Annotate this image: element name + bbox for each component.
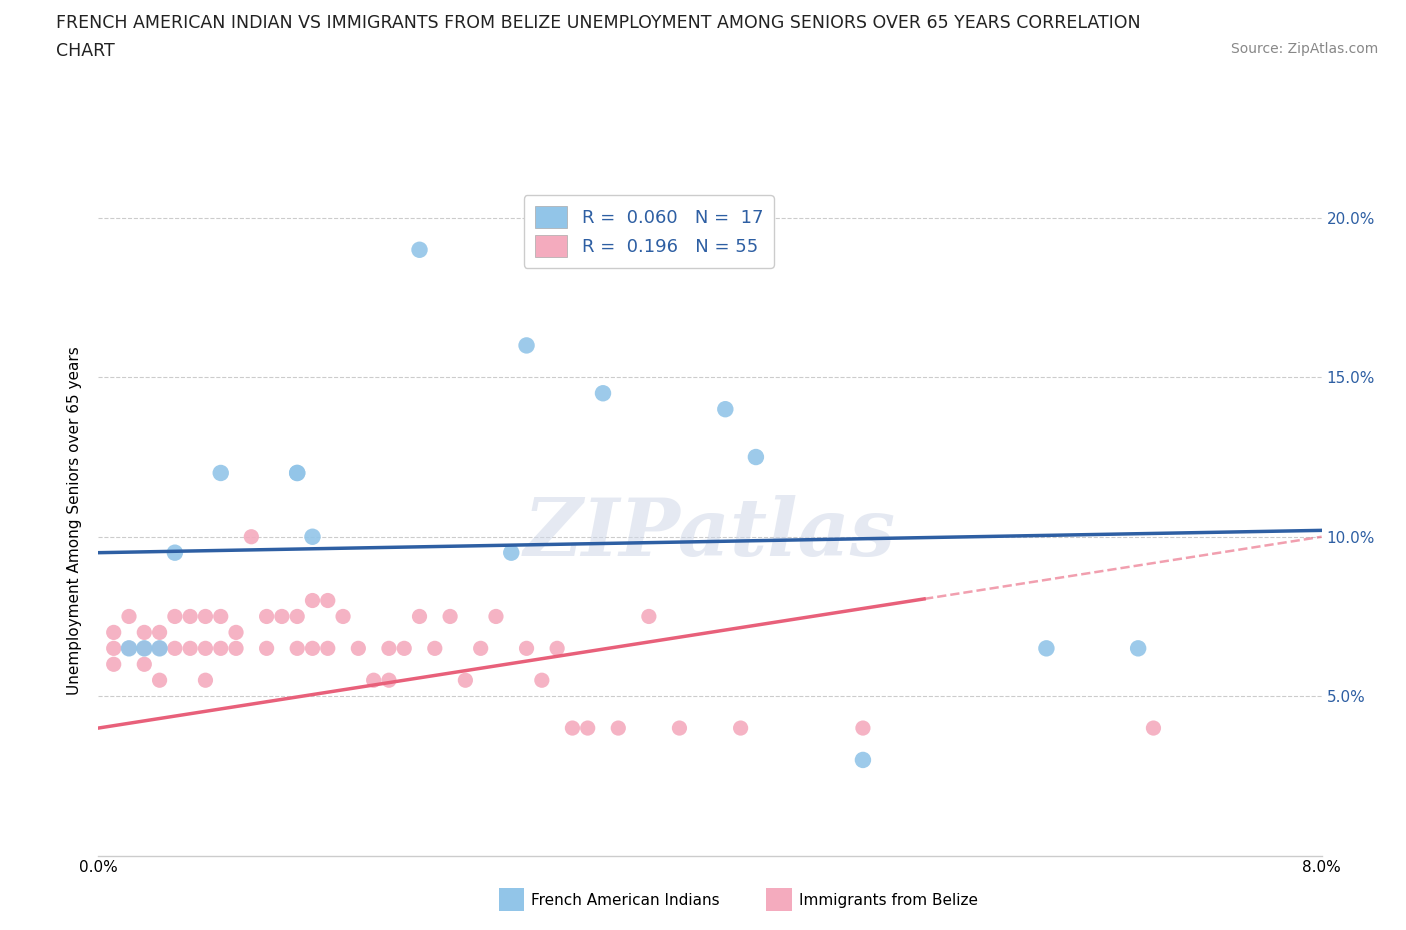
Point xyxy=(363,672,385,687)
Point xyxy=(209,609,232,624)
Point xyxy=(118,609,141,624)
Point xyxy=(134,641,156,656)
Y-axis label: Unemployment Among Seniors over 65 years: Unemployment Among Seniors over 65 years xyxy=(67,347,83,696)
Point xyxy=(149,625,172,640)
Point xyxy=(163,641,186,656)
Point xyxy=(501,545,523,560)
Point xyxy=(439,609,461,624)
Point xyxy=(163,609,186,624)
Point xyxy=(118,641,141,656)
Point xyxy=(852,752,875,767)
Point xyxy=(1142,721,1164,736)
Point xyxy=(561,721,583,736)
Point xyxy=(301,529,323,544)
Point xyxy=(179,641,201,656)
Point xyxy=(378,641,401,656)
Point xyxy=(546,641,568,656)
Point xyxy=(225,625,247,640)
Point xyxy=(592,386,614,401)
Point xyxy=(163,545,186,560)
Point xyxy=(530,672,553,687)
Point xyxy=(256,609,278,624)
Point xyxy=(332,609,354,624)
Point xyxy=(103,641,125,656)
Point xyxy=(423,641,446,656)
Point xyxy=(149,641,172,656)
Point xyxy=(745,449,768,464)
Point xyxy=(149,641,172,656)
Point xyxy=(516,338,538,352)
Text: ZIPatlas: ZIPatlas xyxy=(524,496,896,573)
Point xyxy=(576,721,599,736)
Point xyxy=(118,641,141,656)
Point xyxy=(316,593,339,608)
Point xyxy=(270,609,294,624)
Point xyxy=(1128,641,1150,656)
Text: FRENCH AMERICAN INDIAN VS IMMIGRANTS FROM BELIZE UNEMPLOYMENT AMONG SENIORS OVER: FRENCH AMERICAN INDIAN VS IMMIGRANTS FRO… xyxy=(56,14,1140,32)
Point xyxy=(285,466,308,481)
Point xyxy=(301,641,323,656)
Point xyxy=(454,672,477,687)
Point xyxy=(714,402,737,417)
Point xyxy=(1035,641,1057,656)
Point xyxy=(285,466,308,481)
Point xyxy=(103,657,125,671)
Point xyxy=(637,609,661,624)
Legend: R =  0.060   N =  17, R =  0.196   N = 55: R = 0.060 N = 17, R = 0.196 N = 55 xyxy=(524,195,773,268)
Point xyxy=(378,672,401,687)
Point xyxy=(607,721,630,736)
Point xyxy=(209,641,232,656)
Point xyxy=(852,721,875,736)
Point xyxy=(134,625,156,640)
Point xyxy=(347,641,370,656)
Point xyxy=(285,609,308,624)
Text: Source: ZipAtlas.com: Source: ZipAtlas.com xyxy=(1230,42,1378,56)
Point xyxy=(285,641,308,656)
Point xyxy=(485,609,508,624)
Point xyxy=(194,641,217,656)
Text: Immigrants from Belize: Immigrants from Belize xyxy=(799,893,977,908)
Point xyxy=(470,641,492,656)
Text: French American Indians: French American Indians xyxy=(531,893,720,908)
Point xyxy=(194,672,217,687)
Point xyxy=(134,641,156,656)
Point xyxy=(256,641,278,656)
Point xyxy=(194,609,217,624)
Point xyxy=(316,641,339,656)
Point xyxy=(408,243,430,258)
Point xyxy=(149,672,172,687)
Text: CHART: CHART xyxy=(56,42,115,60)
Point xyxy=(225,641,247,656)
Point xyxy=(730,721,752,736)
Point xyxy=(668,721,690,736)
Point xyxy=(516,641,538,656)
Point xyxy=(392,641,416,656)
Point xyxy=(134,657,156,671)
Point xyxy=(301,593,323,608)
Point xyxy=(179,609,201,624)
Point xyxy=(240,529,263,544)
Point xyxy=(103,625,125,640)
Point xyxy=(209,466,232,481)
Point xyxy=(408,609,430,624)
